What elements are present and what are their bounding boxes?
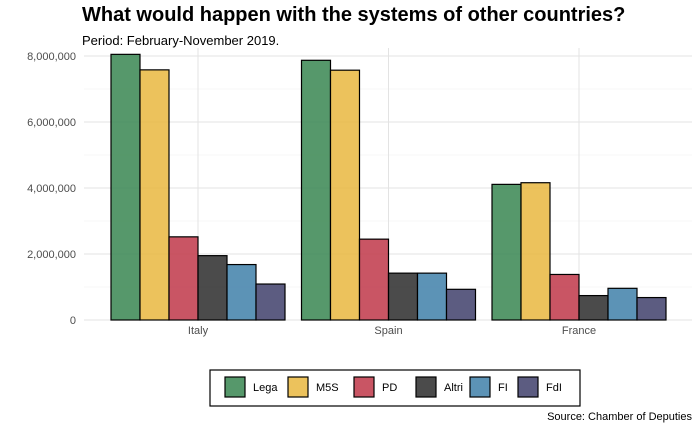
bar-pd-italy bbox=[168, 236, 199, 321]
x-tick-label: Spain bbox=[374, 325, 402, 337]
bar-fi-france bbox=[607, 287, 638, 321]
bar-altri-france bbox=[578, 294, 609, 321]
bar-fi-spain bbox=[416, 272, 448, 321]
bar-fi-italy bbox=[226, 263, 257, 321]
bar-m5s-france bbox=[520, 182, 551, 321]
bar-lega-italy bbox=[110, 53, 141, 321]
chart-title: What would happen with the systems of ot… bbox=[82, 4, 626, 26]
legend-swatch-pd bbox=[353, 376, 375, 398]
legend-label-m5s: M5S bbox=[316, 382, 339, 394]
bar-pd-spain bbox=[358, 238, 390, 321]
legend-swatch-fdi bbox=[517, 376, 539, 398]
chart-caption: Source: Chamber of Deputies bbox=[547, 411, 692, 423]
y-tick-label: 8,000,000 bbox=[27, 51, 76, 63]
y-tick-label: 4,000,000 bbox=[27, 183, 76, 195]
legend-swatch-altri bbox=[415, 376, 437, 398]
bar-m5s-spain bbox=[329, 69, 361, 321]
bar-m5s-italy bbox=[139, 69, 170, 321]
legend-label-fi: FI bbox=[498, 382, 508, 394]
x-tick-label: Italy bbox=[188, 325, 209, 337]
y-tick-label: 2,000,000 bbox=[27, 249, 76, 261]
legend-swatch-m5s bbox=[287, 376, 309, 398]
bar-altri-italy bbox=[197, 255, 228, 321]
legend-swatch-lega bbox=[224, 376, 246, 398]
legend-label-altri: Altri bbox=[444, 382, 463, 394]
bar-fdi-france bbox=[636, 296, 667, 321]
chart-subtitle: Period: February-November 2019. bbox=[82, 33, 280, 48]
legend-label-lega: Lega bbox=[253, 382, 278, 394]
bar-fdi-spain bbox=[445, 288, 477, 321]
legend-swatch-fi bbox=[469, 376, 491, 398]
legend-label-pd: PD bbox=[382, 382, 397, 394]
y-tick-label: 0 bbox=[70, 315, 76, 327]
bar-fdi-italy bbox=[255, 283, 286, 321]
bar-lega-spain bbox=[300, 59, 332, 321]
legend-label-fdi: FdI bbox=[546, 382, 562, 394]
bar-pd-france bbox=[549, 273, 580, 321]
x-tick-label: France bbox=[562, 325, 596, 337]
bar-lega-france bbox=[491, 183, 522, 321]
y-tick-label: 6,000,000 bbox=[27, 117, 76, 129]
bar-altri-spain bbox=[387, 272, 419, 321]
